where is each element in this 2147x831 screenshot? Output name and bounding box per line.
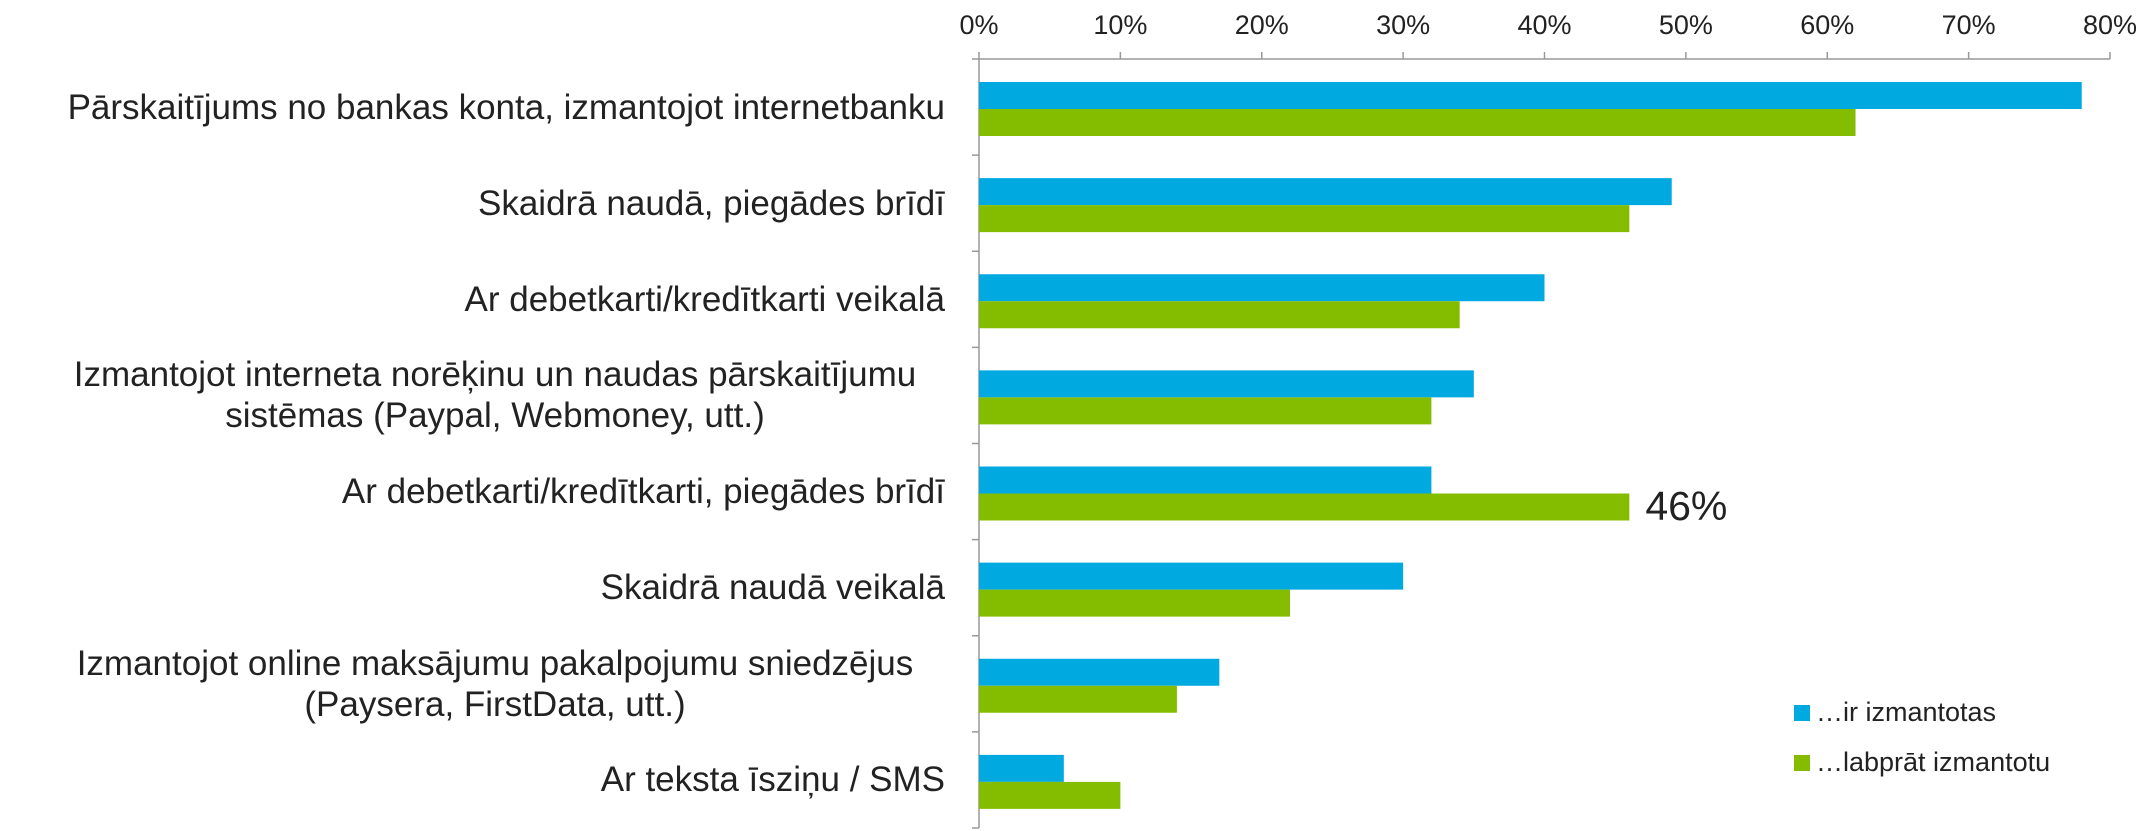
bar bbox=[979, 82, 2082, 109]
legend-label: …labprāt izmantotu bbox=[1816, 747, 2050, 777]
x-tick-label: 80% bbox=[2083, 10, 2137, 40]
x-tick-label: 20% bbox=[1235, 10, 1289, 40]
category-label-box: Ar debetkarti/kredītkarti veikalā bbox=[465, 251, 945, 347]
bar bbox=[979, 274, 1545, 302]
category-label: Skaidrā naudā, piegādes brīdī bbox=[478, 183, 945, 223]
x-tick-label: 30% bbox=[1376, 10, 1430, 40]
category-label: Ar teksta īsziņu / SMS bbox=[600, 760, 945, 800]
legend-swatch bbox=[1794, 755, 1810, 771]
x-tick-label: 10% bbox=[1093, 10, 1147, 40]
x-tick-label: 40% bbox=[1517, 10, 1571, 40]
category-label: Ar debetkarti/kredītkarti, piegādes brīd… bbox=[341, 472, 945, 512]
x-tick-label: 70% bbox=[1942, 10, 1996, 40]
bar bbox=[979, 781, 1121, 809]
bar bbox=[979, 493, 1630, 521]
category-label: Skaidrā naudā veikalā bbox=[600, 568, 945, 608]
legend-label: …ir izmantotas bbox=[1816, 697, 1996, 727]
bar bbox=[979, 301, 1460, 329]
category-label-box: Ar debetkarti/kredītkarti, piegādes brīd… bbox=[342, 444, 945, 540]
x-tick-label: 0% bbox=[959, 10, 998, 40]
bar bbox=[979, 178, 1672, 206]
category-label: Ar debetkarti/kredītkarti veikalā bbox=[464, 279, 945, 319]
bar bbox=[979, 397, 1432, 425]
category-label-box: Izmantojot interneta norēķinu un naudas … bbox=[45, 347, 945, 443]
legend-swatch bbox=[1794, 705, 1810, 721]
x-tick-label: 50% bbox=[1659, 10, 1713, 40]
category-label: Izmantojot interneta norēķinu un naudas … bbox=[73, 355, 917, 436]
category-label-box: Ar teksta īsziņu / SMS bbox=[601, 732, 945, 828]
category-label-box: Skaidrā naudā, piegādes brīdī bbox=[478, 155, 945, 251]
bar bbox=[979, 466, 1432, 494]
bar bbox=[979, 205, 1630, 233]
bar bbox=[979, 109, 1856, 136]
bar bbox=[979, 754, 1064, 782]
bar bbox=[979, 370, 1474, 398]
x-tick-label: 60% bbox=[1800, 10, 1854, 40]
bar bbox=[979, 589, 1291, 617]
bar bbox=[979, 685, 1177, 713]
category-label: Izmantojot online maksājumu pakalpojumu … bbox=[76, 643, 914, 724]
category-label-box: Skaidrā naudā veikalā bbox=[601, 540, 945, 636]
category-label-box: Izmantojot online maksājumu pakalpojumu … bbox=[45, 636, 945, 732]
category-label-box: Pārskaitījums no bankas konta, izmantojo… bbox=[68, 59, 945, 155]
category-label: Pārskaitījums no bankas konta, izmantojo… bbox=[67, 87, 945, 127]
bar bbox=[979, 562, 1404, 590]
bar bbox=[979, 658, 1220, 686]
data-label: 46% bbox=[1645, 483, 1727, 529]
